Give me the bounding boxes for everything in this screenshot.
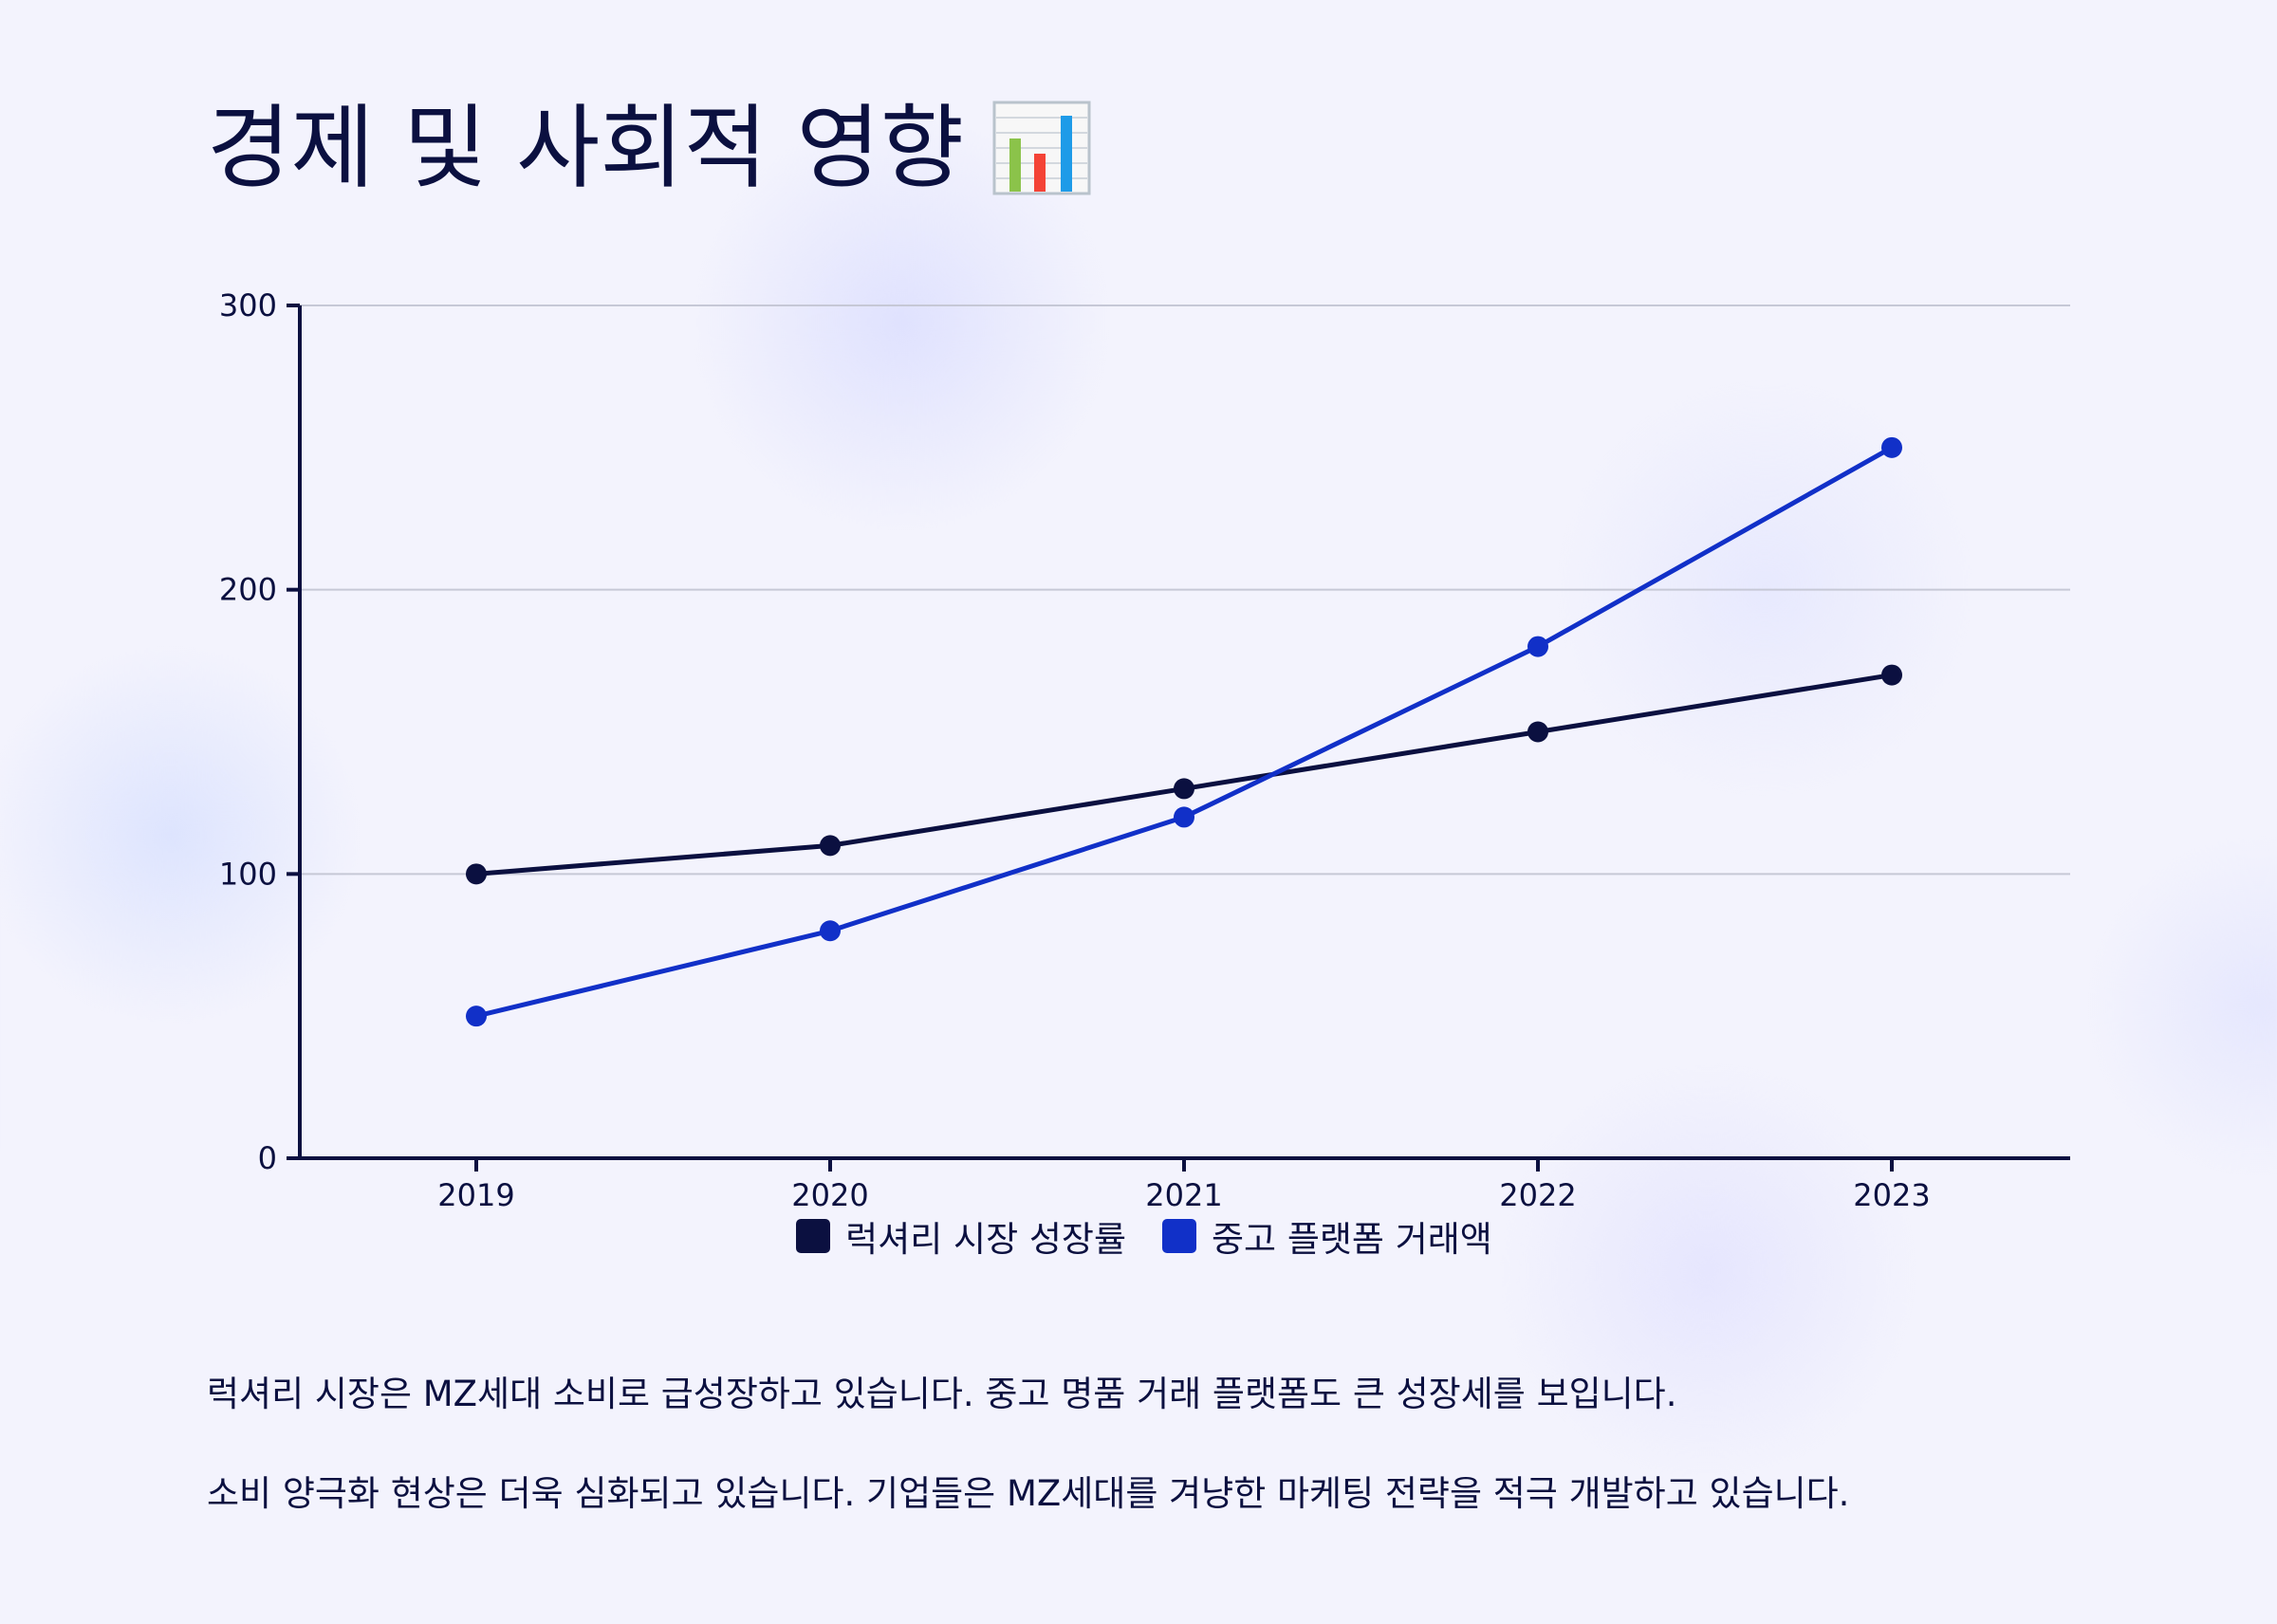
series-line-1 (476, 675, 1892, 875)
legend-item-resale: 중고 플랫폼 거래액 (1162, 1210, 1492, 1262)
y-tick-label-200: 200 (219, 572, 277, 608)
data-point-s2-2023 (1881, 437, 1902, 458)
data-point-s1-2019 (466, 863, 487, 884)
data-point-s1-2023 (1881, 665, 1902, 686)
summary-paragraph-1: 럭셔리 시장은 MZ세대 소비로 급성장하고 있습니다. 중고 명품 거래 플랫… (207, 1374, 1677, 1415)
series-lines (466, 437, 1902, 1026)
legend-label-resale: 중고 플랫폼 거래액 (1212, 1210, 1492, 1262)
data-point-s1-2020 (820, 835, 841, 856)
data-point-s2-2021 (1174, 806, 1194, 827)
data-point-s2-2019 (466, 1006, 487, 1026)
legend-label-luxury: 럭셔리 시장 성장률 (845, 1210, 1126, 1262)
summary-paragraph-2: 소비 양극화 현상은 더욱 심화되고 있습니다. 기업들은 MZ세대를 겨냥한 … (207, 1473, 1849, 1515)
x-tick-label-2023: 2023 (1853, 1177, 1930, 1213)
x-tick-label-2022: 2022 (1499, 1177, 1576, 1213)
axes (287, 305, 2070, 1172)
tick-labels: 0 100 200 300 2019 2020 2021 2022 2023 (219, 287, 1931, 1213)
y-tick-label-300: 300 (219, 287, 277, 323)
x-tick-label-2019: 2019 (437, 1177, 514, 1213)
legend-swatch-resale (1162, 1219, 1196, 1253)
y-tick-label-100: 100 (219, 856, 277, 892)
chart-legend: 럭셔리 시장 성장률 중고 플랫폼 거래액 (0, 1210, 2277, 1262)
legend-swatch-luxury (796, 1219, 830, 1253)
data-point-s1-2021 (1174, 778, 1194, 799)
y-tick-label-0: 0 (258, 1140, 277, 1176)
x-tick-label-2020: 2020 (791, 1177, 868, 1213)
legend-item-luxury: 럭셔리 시장 성장률 (796, 1210, 1126, 1262)
data-point-s1-2022 (1527, 722, 1548, 743)
data-point-s2-2022 (1527, 637, 1548, 657)
x-tick-label-2021: 2021 (1145, 1177, 1222, 1213)
series-line-2 (476, 448, 1892, 1016)
data-point-s2-2020 (820, 920, 841, 941)
